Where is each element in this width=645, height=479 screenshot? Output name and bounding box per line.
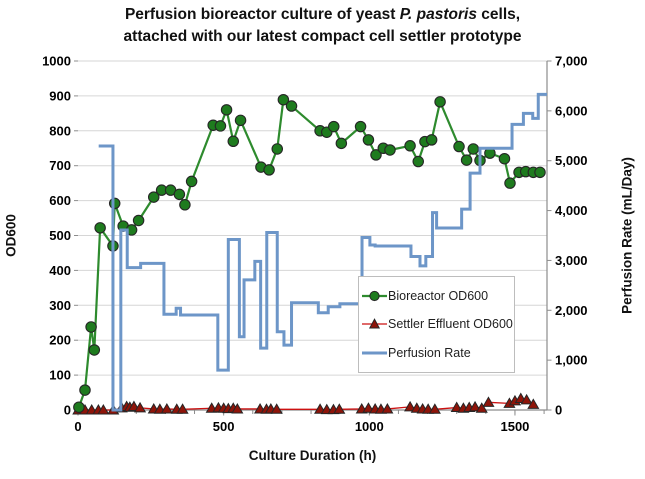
right-axis-tick-label: 7,000 bbox=[555, 54, 588, 69]
bioreactor-data-point bbox=[185, 175, 198, 188]
settler-data-point bbox=[428, 403, 441, 414]
bioreactor-data-point bbox=[425, 134, 438, 146]
chart-title-line2: attached with our latest compact cell se… bbox=[123, 28, 522, 45]
perfusion-series-line bbox=[98, 92, 547, 412]
right-axis-tick-label: 4,000 bbox=[555, 203, 588, 218]
bioreactor-data-point bbox=[335, 137, 348, 150]
chart-title: Perfusion bioreactor culture of yeast P.… bbox=[0, 4, 645, 48]
right-axis-tick-label: 5,000 bbox=[555, 153, 588, 168]
title-species-italic: P. pastoris bbox=[399, 6, 477, 23]
settler-data-point bbox=[404, 400, 417, 412]
title-text-post: cells, bbox=[476, 6, 521, 23]
bioreactor-data-point bbox=[132, 214, 145, 227]
x-axis-tick-label: 1000 bbox=[355, 419, 384, 434]
bioreactor-data-point bbox=[173, 188, 186, 201]
bioreactor-data-point bbox=[227, 135, 240, 148]
settler-data-point bbox=[333, 403, 346, 414]
bioreactor-data-point bbox=[285, 100, 298, 112]
right-axis-title: Perfusion Rate (mL/Day) bbox=[619, 157, 635, 314]
bioreactor-data-point bbox=[277, 93, 290, 106]
settler-data-point bbox=[520, 393, 533, 405]
left-axis-title: OD600 bbox=[3, 214, 19, 257]
legend-item-bioreactor: Bioreactor OD600 bbox=[361, 283, 512, 309]
settler-data-point bbox=[475, 402, 488, 413]
x-axis-tick-label: 1500 bbox=[500, 419, 529, 434]
settler-data-point bbox=[381, 402, 394, 414]
settler-data-point bbox=[133, 401, 147, 413]
bioreactor-data-point bbox=[498, 152, 511, 165]
left-axis-tick-label: 300 bbox=[49, 298, 71, 313]
bioreactor-data-point bbox=[384, 144, 396, 156]
bioreactor-data-point bbox=[79, 384, 91, 396]
bioreactor-data-point bbox=[434, 96, 446, 108]
legend-label-bioreactor: Bioreactor OD600 bbox=[388, 289, 489, 304]
bioreactor-data-point bbox=[412, 155, 424, 168]
bioreactor-data-point bbox=[94, 222, 106, 234]
legend-item-perfusion: Perfusion Rate bbox=[361, 340, 512, 366]
perfusion-legend-marker-icon bbox=[362, 351, 387, 355]
left-axis-tick-label: 700 bbox=[49, 158, 71, 173]
left-axis-tick-label: 1000 bbox=[42, 54, 71, 69]
bioreactor-data-point bbox=[179, 199, 191, 211]
left-axis-tick-label: 400 bbox=[49, 263, 71, 278]
bioreactor-data-point bbox=[504, 177, 516, 189]
settler-data-point bbox=[362, 402, 375, 413]
bioreactor-data-point bbox=[88, 344, 101, 356]
legend: Bioreactor OD600 Settler Effluent OD600 … bbox=[358, 276, 515, 373]
settler-data-point bbox=[527, 398, 540, 409]
legend-item-settler: Settler Effluent OD600 bbox=[361, 311, 513, 337]
title-text: Perfusion bioreactor culture of yeast bbox=[124, 6, 400, 23]
bioreactor-data-point bbox=[354, 120, 367, 133]
bioreactor-data-point bbox=[453, 140, 465, 153]
settler-data-point bbox=[450, 401, 463, 413]
bioreactor-data-point bbox=[404, 140, 416, 152]
bioreactor-data-point bbox=[263, 164, 275, 176]
legend-label-settler: Settler Effluent OD600 bbox=[388, 317, 513, 332]
bioreactor-data-point bbox=[220, 104, 233, 116]
left-axis-tick-label: 100 bbox=[49, 368, 71, 383]
bioreactor-data-point bbox=[271, 143, 284, 155]
bioreactor-data-point bbox=[460, 154, 473, 166]
settler-data-point bbox=[160, 402, 173, 414]
settler-data-point bbox=[176, 403, 189, 414]
settler-data-point bbox=[482, 396, 495, 407]
legend-label-perfusion: Perfusion Rate bbox=[388, 345, 471, 360]
chart-title-line1: Perfusion bioreactor culture of yeast P.… bbox=[0, 4, 645, 26]
bioreactor-legend-marker-icon bbox=[362, 291, 387, 302]
right-axis-tick-label: 1,000 bbox=[555, 353, 588, 368]
bioreactor-data-point bbox=[362, 134, 375, 146]
bioreactor-data-point bbox=[534, 166, 546, 179]
left-axis-tick-label: 0 bbox=[64, 403, 71, 418]
x-axis-title: Culture Duration (h) bbox=[248, 448, 377, 463]
right-axis-tick-label: 3,000 bbox=[555, 253, 588, 268]
right-axis-tick-label: 6,000 bbox=[555, 103, 588, 118]
x-axis-tick-label: 0 bbox=[74, 419, 81, 434]
bioreactor-data-point bbox=[108, 197, 121, 210]
right-axis-tick-label: 2,000 bbox=[555, 303, 588, 318]
left-axis-tick-label: 900 bbox=[49, 88, 71, 103]
bioreactor-data-point bbox=[370, 149, 382, 161]
bioreactor-data-point bbox=[147, 191, 160, 203]
left-axis-tick-label: 800 bbox=[49, 123, 71, 138]
bioreactor-data-point bbox=[73, 401, 85, 413]
bioreactor-data-point bbox=[214, 120, 227, 132]
bioreactor-data-point bbox=[328, 120, 340, 133]
settler-legend-marker-icon bbox=[362, 318, 387, 329]
left-axis-tick-label: 200 bbox=[49, 333, 71, 348]
right-axis-tick-label: 0 bbox=[555, 403, 562, 418]
settler-data-point bbox=[97, 404, 110, 415]
bioreactor-data-point bbox=[467, 143, 480, 155]
settler-data-point bbox=[270, 403, 283, 414]
settler-data-point bbox=[231, 402, 244, 414]
settler-data-point bbox=[468, 400, 482, 412]
left-axis-tick-label: 600 bbox=[49, 193, 71, 208]
left-axis-tick-label: 500 bbox=[49, 228, 71, 243]
bioreactor-data-point bbox=[85, 321, 97, 333]
x-axis-tick-label: 500 bbox=[213, 419, 235, 434]
bioreactor-data-point bbox=[234, 114, 247, 127]
